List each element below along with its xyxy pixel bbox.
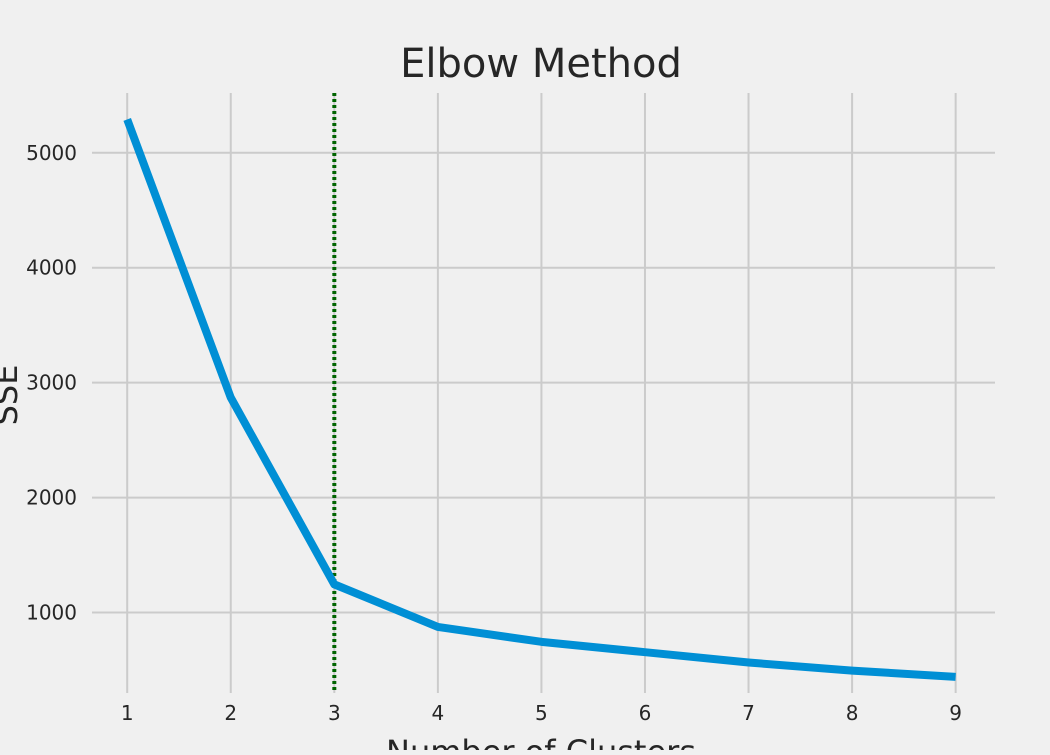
x-tick-label: 9	[949, 701, 962, 725]
y-tick-label: 3000	[26, 371, 77, 395]
y-tick-label: 5000	[26, 141, 77, 165]
y-tick-label: 4000	[26, 256, 77, 280]
x-tick-label: 8	[846, 701, 859, 725]
y-tick-label: 2000	[26, 486, 77, 510]
x-tick-label: 2	[224, 701, 237, 725]
y-tick-label: 1000	[26, 601, 77, 625]
x-axis-label: Number of Clusters	[386, 733, 696, 750]
x-tick-label: 7	[742, 701, 755, 725]
x-tick-label: 5	[535, 701, 548, 725]
x-tick-label: 6	[639, 701, 652, 725]
chart-title: Elbow Method	[400, 41, 682, 87]
x-tick-label: 4	[432, 701, 445, 725]
x-tick-label: 3	[328, 701, 341, 725]
x-tick-label: 1	[121, 701, 134, 725]
y-axis-label: SSE	[0, 365, 25, 426]
